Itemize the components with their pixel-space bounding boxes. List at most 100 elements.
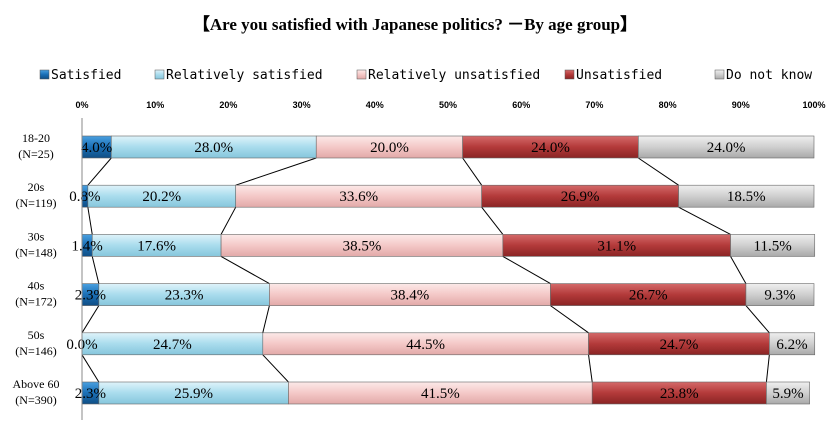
category-label: 30s bbox=[28, 229, 45, 243]
series-line bbox=[87, 207, 93, 235]
series-line bbox=[638, 157, 679, 186]
category-n-label: (N=172) bbox=[15, 295, 56, 309]
category-label: 18-20 bbox=[22, 131, 50, 145]
data-label-relatively-unsatisfied: 33.6% bbox=[339, 189, 378, 205]
series-line bbox=[745, 305, 770, 334]
series-line bbox=[588, 354, 593, 383]
data-label-do-not-know: 18.5% bbox=[727, 189, 766, 205]
x-tick-label: 40% bbox=[366, 100, 384, 110]
data-label-relatively-unsatisfied: 44.5% bbox=[406, 337, 445, 353]
data-label-relatively-unsatisfied: 38.5% bbox=[343, 238, 382, 254]
category-label: Above 60 bbox=[13, 377, 60, 391]
bar-do-not-know-50s bbox=[769, 332, 816, 356]
series-lines bbox=[81, 157, 770, 383]
legend-label: Unsatisfied bbox=[576, 68, 662, 83]
data-label-satisfied: 0.8% bbox=[69, 189, 100, 205]
x-tick-label: 100% bbox=[802, 100, 825, 110]
bars bbox=[81, 135, 816, 405]
data-label-unsatisfied: 24.0% bbox=[531, 140, 570, 156]
legend-swatch bbox=[564, 69, 575, 80]
category-n-label: (N=148) bbox=[15, 245, 56, 259]
data-label-satisfied: 2.3% bbox=[75, 386, 106, 402]
data-label-relatively-unsatisfied: 41.5% bbox=[421, 386, 460, 402]
data-label-relatively-satisfied: 20.2% bbox=[142, 189, 181, 205]
legend-item-satisfied: Satisfied bbox=[39, 68, 121, 83]
series-line bbox=[81, 305, 100, 334]
series-line bbox=[481, 206, 504, 235]
data-label-unsatisfied: 26.7% bbox=[629, 288, 668, 304]
legend-swatch bbox=[356, 69, 367, 80]
data-label-relatively-unsatisfied: 38.4% bbox=[391, 288, 430, 304]
legend-swatch bbox=[714, 69, 725, 80]
data-label-unsatisfied: 24.7% bbox=[660, 337, 699, 353]
category-label: 20s bbox=[28, 180, 45, 194]
legend-label: Do not know bbox=[726, 68, 812, 83]
x-tick-label: 90% bbox=[732, 100, 750, 110]
category-labels: 18-20 (N=25) 20s (N=119) 30s (N=148) 40s (N=172… bbox=[13, 131, 60, 407]
data-label-satisfied: 4.0% bbox=[81, 140, 112, 156]
data-label-relatively-unsatisfied: 20.0% bbox=[370, 140, 409, 156]
legend-swatch bbox=[154, 69, 165, 80]
data-label-unsatisfied: 31.1% bbox=[597, 238, 636, 254]
data-label-do-not-know: 11.5% bbox=[754, 238, 792, 254]
series-line bbox=[502, 255, 551, 285]
legend-label: Relatively unsatisfied bbox=[368, 68, 540, 83]
series-line bbox=[730, 256, 747, 284]
series-line bbox=[87, 157, 112, 186]
chart-title: 【Are you satisfied with Japanese politic… bbox=[193, 14, 637, 34]
data-label-satisfied: 1.4% bbox=[71, 238, 102, 254]
x-tick-label: 10% bbox=[146, 100, 164, 110]
bar-do-not-know-18-20 bbox=[638, 135, 815, 159]
legend-item-relatively-satisfied: Relatively satisfied bbox=[154, 68, 323, 83]
data-label-unsatisfied: 26.9% bbox=[561, 189, 600, 205]
data-label-relatively-satisfied: 23.3% bbox=[165, 288, 204, 304]
data-label-satisfied: 2.3% bbox=[75, 288, 106, 304]
x-tick-label: 60% bbox=[512, 100, 530, 110]
category-label: 40s bbox=[28, 279, 45, 293]
data-label-relatively-satisfied: 28.0% bbox=[194, 140, 233, 156]
legend-label: Satisfied bbox=[51, 68, 121, 83]
data-labels: 4.0% 28.0% 20.0% 24.0% 24.0% 0.8% 20.2% 33.6% 26… bbox=[66, 140, 807, 402]
series-line bbox=[220, 206, 237, 235]
x-tick-label: 70% bbox=[585, 100, 603, 110]
series-line bbox=[262, 354, 289, 383]
legend-swatch bbox=[39, 69, 50, 80]
legend-label: Relatively satisfied bbox=[166, 68, 323, 83]
series-line bbox=[235, 157, 317, 186]
data-label-unsatisfied: 23.8% bbox=[660, 386, 699, 402]
bar-do-not-know-above-60 bbox=[766, 381, 810, 405]
data-label-do-not-know: 6.2% bbox=[776, 337, 807, 353]
data-label-do-not-know: 24.0% bbox=[707, 140, 746, 156]
x-tick-label: 0% bbox=[75, 100, 88, 110]
series-line bbox=[262, 305, 270, 333]
bar-do-not-know-30s bbox=[730, 234, 816, 257]
data-label-relatively-satisfied: 25.9% bbox=[174, 386, 213, 402]
series-line bbox=[220, 255, 270, 285]
data-label-do-not-know: 5.9% bbox=[772, 386, 803, 402]
legend-item-unsatisfied: Unsatisfied bbox=[564, 68, 662, 83]
x-tick-label: 80% bbox=[659, 100, 677, 110]
data-label-relatively-satisfied: 17.6% bbox=[137, 238, 176, 254]
bar-do-not-know-40s bbox=[745, 283, 815, 306]
x-tick-label: 20% bbox=[219, 100, 237, 110]
category-label: 50s bbox=[28, 328, 45, 342]
legend-item-relatively-unsatisfied: Relatively unsatisfied bbox=[356, 68, 540, 83]
x-axis-ticks: 0% 10% 20% 30% 40% 50% 60% 70% 80% 90% 100% bbox=[75, 100, 825, 110]
legend-item-do-not-know: Do not know bbox=[714, 68, 812, 83]
data-label-relatively-satisfied: 24.7% bbox=[153, 337, 192, 353]
series-line bbox=[91, 256, 100, 284]
category-n-label: (N=146) bbox=[15, 344, 56, 358]
series-line bbox=[765, 354, 770, 383]
data-label-do-not-know: 9.3% bbox=[764, 288, 795, 304]
series-line bbox=[462, 157, 483, 186]
category-n-label: (N=25) bbox=[18, 147, 53, 161]
x-tick-label: 30% bbox=[293, 100, 311, 110]
bar-do-not-know-20s bbox=[678, 184, 815, 208]
series-line bbox=[81, 354, 100, 383]
category-n-label: (N=119) bbox=[16, 196, 57, 210]
series-line bbox=[550, 305, 589, 334]
legend: Satisfied Relatively satisfied Relatively … bbox=[39, 68, 812, 83]
category-n-label: (N=390) bbox=[15, 393, 56, 407]
series-line bbox=[678, 206, 731, 235]
